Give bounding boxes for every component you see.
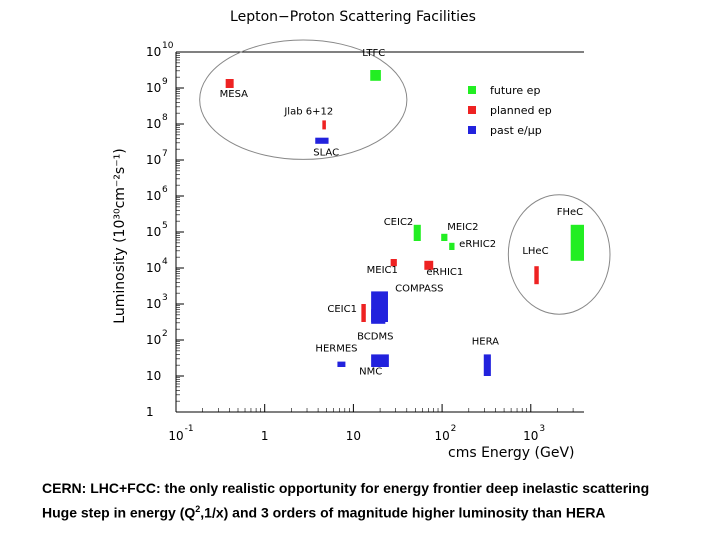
facility-groupings bbox=[199, 39, 611, 315]
facility-label-jlab-6-12: Jlab 6+12 bbox=[283, 106, 333, 117]
x-tick-label: 10 bbox=[346, 429, 361, 443]
chart-title: Lepton−Proton Scattering Facilities bbox=[230, 9, 476, 25]
legend-swatch bbox=[468, 106, 476, 114]
facility-bar-hermes bbox=[337, 361, 346, 367]
x-tick-label: 10 bbox=[168, 429, 183, 443]
facility-label-meic2: MEIC2 bbox=[447, 222, 478, 233]
y-tick-label: 10 bbox=[146, 369, 161, 383]
facility-bar-jlab-6-12 bbox=[322, 120, 326, 130]
x-tick-label: 10 bbox=[434, 429, 449, 443]
legend-label: planned ep bbox=[490, 104, 552, 117]
luminosity-energy-chart: Lepton−Proton Scattering Facilities 1101… bbox=[112, 9, 611, 461]
legend-label: future ep bbox=[490, 84, 540, 97]
facility-label-erhic1: eRHIC1 bbox=[426, 267, 463, 278]
y-tick-exponent: 8 bbox=[162, 113, 168, 123]
facility-label-meic1: MEIC1 bbox=[367, 265, 398, 276]
facility-bar-mesa bbox=[225, 79, 234, 88]
y-tick-label: 10 bbox=[146, 153, 161, 167]
y-tick-exponent: 7 bbox=[162, 149, 168, 159]
y-tick-exponent: 5 bbox=[162, 221, 168, 231]
facility-label-lhec: LHeC bbox=[522, 246, 548, 257]
caption: CERN: LHC+FCC: the only realistic opport… bbox=[42, 478, 712, 524]
y-tick-label: 10 bbox=[146, 225, 161, 239]
facility-bar-bcdms bbox=[371, 309, 386, 324]
facility-bar-nmc bbox=[371, 354, 389, 367]
facility-label-fhec: FHeC bbox=[557, 207, 583, 218]
y-tick-label: 1 bbox=[146, 405, 154, 419]
facility-label-slac: SLAC bbox=[313, 148, 339, 159]
x-tick-exponent: 2 bbox=[451, 424, 457, 434]
y-tick-exponent: 6 bbox=[162, 185, 168, 195]
x-tick-label: 10 bbox=[523, 429, 538, 443]
y-tick-exponent: 3 bbox=[162, 293, 168, 303]
facility-label-hermes: HERMES bbox=[315, 344, 357, 355]
facility-bar-meic2 bbox=[441, 233, 448, 241]
facility-bar-ceic1 bbox=[361, 304, 366, 322]
facility-label-mesa: MESA bbox=[220, 89, 248, 100]
facility-label-ceic2: CEIC2 bbox=[384, 217, 414, 228]
facility-label-hera: HERA bbox=[472, 336, 499, 347]
y-tick-exponent: 4 bbox=[162, 257, 168, 267]
facility-label-erhic2: eRHIC2 bbox=[459, 239, 496, 250]
x-axis-title: cms Energy (GeV) bbox=[448, 445, 575, 461]
legend-swatch bbox=[468, 86, 476, 94]
y-tick-exponent: 9 bbox=[162, 77, 168, 87]
grouping-ellipse bbox=[199, 39, 408, 160]
x-tick-exponent: -1 bbox=[185, 424, 194, 434]
y-tick-label: 10 bbox=[146, 117, 161, 131]
facility-bar-erhic1 bbox=[424, 260, 434, 270]
caption-line-2: Huge step in energy (Q2,1/x) and 3 order… bbox=[42, 504, 606, 521]
y-tick-label: 10 bbox=[146, 81, 161, 95]
facility-bar-slac bbox=[315, 137, 329, 144]
facility-label-ceic1: CEIC1 bbox=[327, 304, 357, 315]
facility-bar-ceic2 bbox=[413, 224, 421, 241]
y-tick-label: 10 bbox=[146, 45, 161, 59]
legend-label: past e/μp bbox=[490, 124, 542, 137]
y-tick-exponent: 2 bbox=[162, 329, 168, 339]
y-tick-exponent: 10 bbox=[162, 41, 174, 51]
facility-bar-ltfc bbox=[370, 70, 381, 81]
grouping-ellipse bbox=[507, 194, 611, 315]
facility-bar-fhec bbox=[570, 224, 584, 261]
y-tick-label: 10 bbox=[146, 297, 161, 311]
x-tick-label: 1 bbox=[261, 429, 269, 443]
facility-bar-hera bbox=[483, 354, 491, 376]
facility-label-ltfc: LTFC bbox=[362, 48, 385, 59]
facility-labels: LTFC MESA Jlab 6+12 SLAC CEIC2 MEIC2 eRHIC2 MEI… bbox=[220, 48, 583, 377]
legend: future ep planned ep past e/μp bbox=[468, 84, 552, 137]
y-tick-label: 10 bbox=[146, 261, 161, 275]
facility-bar-lhec bbox=[534, 266, 539, 285]
y-axis-title: Luminosity (10³⁰cm⁻²s⁻¹) bbox=[112, 148, 128, 323]
caption-line-1: CERN: LHC+FCC: the only realistic opport… bbox=[42, 480, 650, 496]
y-tick-label: 10 bbox=[146, 333, 161, 347]
facility-bar-erhic2 bbox=[449, 242, 455, 250]
x-tick-exponent: 3 bbox=[539, 424, 545, 434]
facility-label-nmc: NMC bbox=[359, 366, 382, 377]
facility-markers bbox=[225, 70, 584, 376]
facility-bar-meic1 bbox=[390, 259, 397, 267]
facility-label-compass: COMPASS bbox=[395, 283, 443, 294]
facility-label-bcdms: BCDMS bbox=[357, 331, 393, 342]
legend-swatch bbox=[468, 126, 476, 134]
y-tick-label: 10 bbox=[146, 189, 161, 203]
